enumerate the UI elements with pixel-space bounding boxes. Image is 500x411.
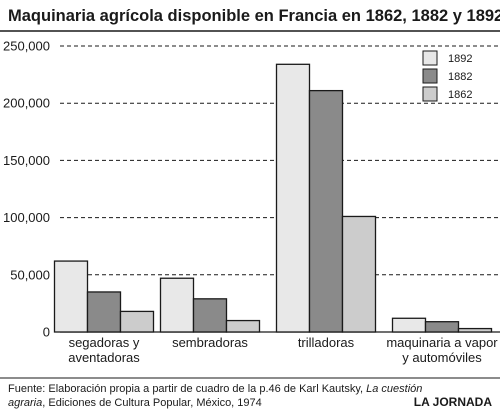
y-tick-label: 50,000: [10, 267, 50, 282]
chart-title: Maquinaria agrícola disponible en Franci…: [8, 7, 500, 25]
bar-1892: [275, 63, 311, 333]
category-label: trilladoras: [298, 335, 355, 350]
bar-1892: [53, 260, 89, 333]
y-tick-label: 200,000: [3, 96, 50, 111]
bar-1892: [159, 277, 195, 333]
bar-1862: [341, 215, 377, 333]
bars: [53, 63, 493, 333]
bar-1892: [391, 317, 427, 333]
y-tick-label: 250,000: [3, 39, 50, 54]
legend-swatch-1882: [422, 68, 438, 84]
source-note-line1: Fuente: Elaboración propia a partir de c…: [8, 383, 422, 395]
legend-label-1882: 1882: [448, 71, 472, 83]
legend-label-1862: 1862: [448, 89, 472, 101]
y-axis-ticks: 0 50,000 100,000 150,000 200,000 250,000: [3, 39, 50, 340]
bar-1882: [86, 291, 122, 333]
x-axis-categories: segadoras y aventadoras sembradoras trillad…: [68, 335, 498, 365]
bar-1882: [424, 321, 460, 333]
bar-1882: [192, 298, 228, 333]
legend: 1892 1882 1862: [422, 50, 472, 102]
brand-label: LA JORNADA: [414, 395, 493, 409]
category-label: maquinaria a vapor y automóviles: [386, 335, 498, 365]
legend-swatch-1892: [422, 50, 438, 66]
source-note-line2: agraria, Ediciones de Cultura Popular, M…: [8, 397, 262, 409]
category-label: segadoras y aventadoras: [68, 335, 140, 365]
bar-1862: [225, 319, 261, 333]
category-label: sembradoras: [172, 335, 248, 350]
legend-swatch-1862: [422, 86, 438, 102]
bar-1862: [119, 310, 155, 333]
y-tick-label: 150,000: [3, 153, 50, 168]
bar-1882: [308, 89, 344, 333]
bar-1862: [457, 327, 493, 333]
legend-label-1892: 1892: [448, 53, 472, 65]
y-tick-label: 0: [43, 325, 50, 340]
y-tick-label: 100,000: [3, 210, 50, 225]
